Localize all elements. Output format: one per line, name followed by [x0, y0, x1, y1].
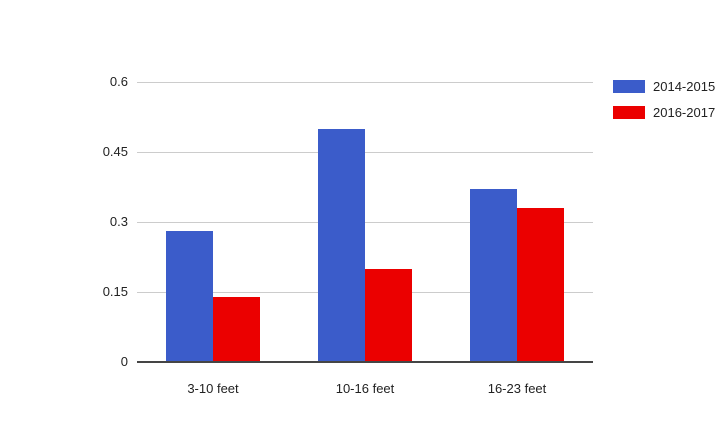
gridline — [137, 152, 593, 153]
bar-2014-2015-10-16-feet — [318, 128, 365, 362]
plot-area — [137, 82, 593, 363]
legend-swatch-series-0 — [613, 80, 645, 93]
legend-swatch-series-1 — [613, 106, 645, 119]
legend: 2014-2015 2016-2017 — [613, 79, 715, 131]
y-tick-label: 0.3 — [109, 214, 128, 229]
y-axis: 0.6 0.45 0.3 0.15 0 — [0, 74, 128, 369]
bar-group-16-23-feet — [441, 82, 593, 362]
x-category-label: 3-10 feet — [187, 381, 239, 396]
legend-entry: 2016-2017 — [613, 105, 715, 120]
y-tick-label: 0 — [120, 354, 128, 369]
bar-2014-2015-16-23-feet — [470, 189, 517, 362]
gridline — [137, 82, 593, 83]
legend-entry: 2014-2015 — [613, 79, 715, 94]
x-axis-line — [137, 361, 593, 363]
bar-group-3-10-feet — [137, 82, 289, 362]
gridline — [137, 222, 593, 223]
bar-2016-2017-3-10-feet — [213, 296, 260, 362]
bar-2016-2017-16-23-feet — [517, 208, 564, 362]
bar-groups — [137, 82, 593, 362]
x-category-label: 10-16 feet — [335, 381, 395, 396]
bar-group-10-16-feet — [289, 82, 441, 362]
y-tick-label: 0.45 — [102, 144, 128, 159]
legend-label: 2014-2015 — [653, 79, 716, 94]
bar-2016-2017-10-16-feet — [365, 268, 412, 362]
x-category-label: 16-23 feet — [487, 381, 547, 396]
bar-2014-2015-3-10-feet — [166, 231, 213, 362]
y-tick-label: 0.6 — [109, 74, 128, 89]
y-tick-label: 0.15 — [102, 284, 128, 299]
x-axis: 3-10 feet 10-16 feet 16-23 feet — [137, 381, 593, 396]
legend-label: 2016-2017 — [653, 105, 716, 120]
